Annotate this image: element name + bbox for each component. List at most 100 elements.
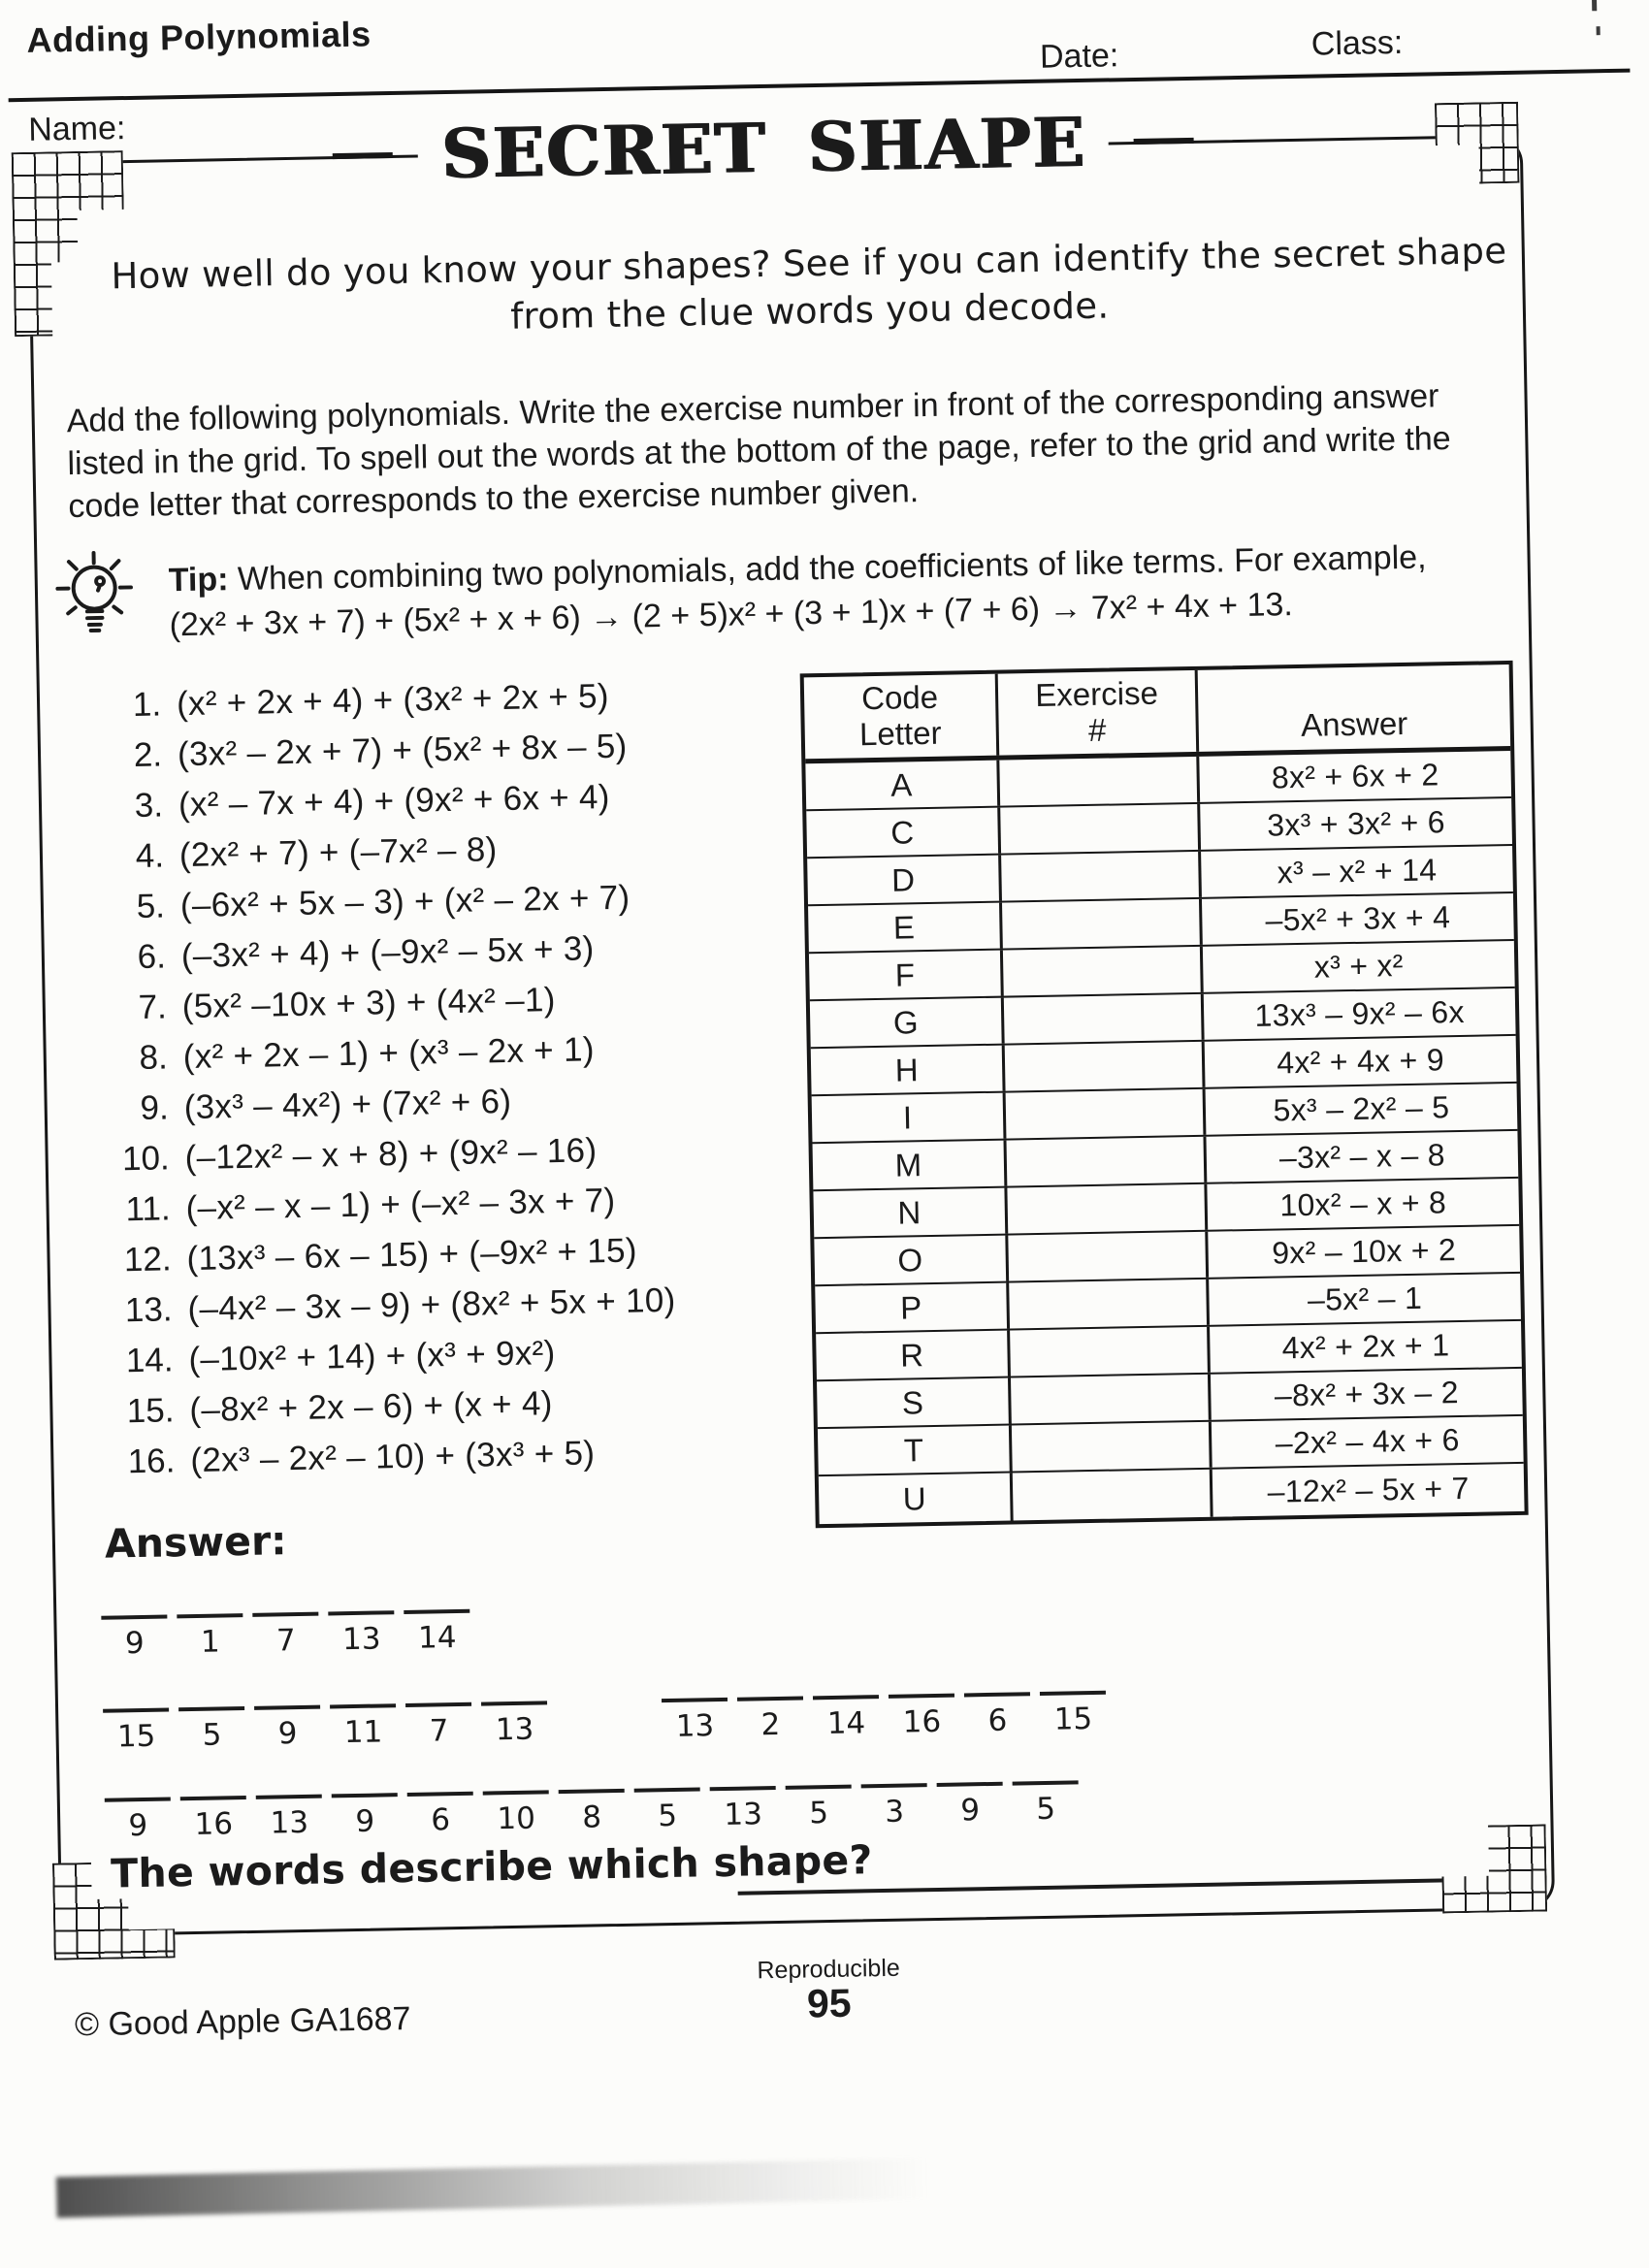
answer-cell: –5x² + 3x + 4 — [1265, 899, 1451, 938]
blank-line — [709, 1786, 776, 1791]
blank-line — [177, 1613, 243, 1618]
answer-blank: 6 — [406, 1791, 474, 1838]
blank-code-number: 5 — [657, 1798, 678, 1833]
blank-code-number: 16 — [902, 1703, 942, 1740]
blank-line — [405, 1701, 472, 1707]
lightbulb-icon — [42, 542, 150, 656]
exercise-expression: (x² – 7x + 4) + (9x² + 6x + 4) — [178, 778, 611, 825]
answer-blank: 14 — [812, 1695, 880, 1741]
blank-line — [963, 1692, 1030, 1697]
blank-code-number: 15 — [1053, 1701, 1093, 1737]
answer-blank: 10 — [482, 1790, 550, 1836]
answer-label: Answer: — [104, 1517, 288, 1568]
answer-cell: –12x² – 5x + 7 — [1267, 1470, 1470, 1509]
blank-line — [179, 1796, 246, 1800]
blank-code-number: 2 — [760, 1706, 781, 1742]
exercise-number-blank-cell — [1001, 851, 1202, 901]
answer-blank: 5 — [785, 1784, 853, 1831]
blank-code-number: 14 — [417, 1619, 457, 1656]
scan-smudge — [55, 2157, 930, 2219]
answer-blank: 5 — [178, 1706, 245, 1753]
blank-line — [178, 1706, 245, 1711]
code-letter-cell: G — [809, 997, 1005, 1048]
blank-code-number: 9 — [959, 1792, 981, 1829]
answer-blank: 6 — [963, 1692, 1031, 1738]
answer-blank-row: 9 1 7 13 14 — [101, 1608, 470, 1661]
answer-blank: 3 — [860, 1783, 928, 1830]
exercise-number: 2. — [133, 735, 163, 774]
exercise-number: 16. — [127, 1442, 176, 1481]
answer-blank: 8 — [558, 1788, 626, 1835]
answer-blank: 16 — [888, 1693, 955, 1740]
answer-blank: 9 — [331, 1793, 399, 1839]
blank-line — [328, 1610, 395, 1615]
exercise-expression: (3x² – 2x + 7) + (5x² + 8x – 5) — [177, 727, 628, 774]
blank-line — [101, 1614, 168, 1620]
exercise-number-blank-cell — [1010, 1326, 1211, 1377]
exercise-item: 16. (2x³ – 2x² – 10) + (3x³ + 5) — [95, 1427, 679, 1488]
exercise-number: 7. — [138, 988, 168, 1026]
blank-line — [254, 1704, 321, 1710]
page-title: SECRET SHAPE — [416, 101, 1110, 195]
answer-cell: 10x² – x + 8 — [1279, 1184, 1447, 1223]
blank-code-number: 13 — [724, 1796, 763, 1832]
exercise-number-header: Exercise # — [997, 669, 1200, 756]
code-grid: Code Letter Exercise # Answer A 8x² + 6x +… — [799, 660, 1529, 1529]
blank-code-number: 6 — [987, 1702, 1008, 1738]
answer-blank: 9 — [936, 1781, 1004, 1829]
blank-code-number: 15 — [116, 1718, 156, 1754]
exercise-expression: (–x² – x – 1) + (–x² – 3x + 7) — [185, 1181, 616, 1228]
answer-blank: 13 — [255, 1794, 323, 1841]
exercise-number: 14. — [125, 1341, 174, 1380]
code-letter-cell: T — [817, 1425, 1013, 1475]
blank-line — [330, 1703, 397, 1708]
exercise-number: 9. — [140, 1088, 170, 1127]
answer-blank: 2 — [736, 1696, 804, 1743]
blank-line — [936, 1781, 1003, 1787]
answer-cell: –2x² – 4x + 6 — [1275, 1422, 1460, 1461]
exercise-expression: (x² + 2x + 4) + (3x² + 2x + 5) — [176, 677, 610, 724]
blank-line — [404, 1608, 470, 1614]
code-letter-cell: S — [817, 1377, 1012, 1428]
answer-cell: 5x³ – 2x² – 5 — [1273, 1089, 1450, 1128]
blank-code-number: 9 — [124, 1625, 146, 1661]
blank-code-number: 9 — [277, 1715, 298, 1751]
exercise-number: 6. — [137, 937, 167, 976]
unit-title: Adding Polynomials — [26, 14, 372, 60]
answer-blank: 9 — [254, 1704, 321, 1752]
exercise-number-blank-cell — [1002, 946, 1204, 996]
exercise-expression: (–3x² + 4) + (–9x² – 5x + 3) — [180, 929, 595, 976]
blank-code-number: 5 — [1035, 1791, 1056, 1827]
blank-line — [558, 1788, 625, 1794]
instructions-paragraph: Add the following polynomials. Write the… — [66, 377, 1451, 526]
blank-line — [785, 1784, 852, 1790]
answer-blank: 5 — [1012, 1780, 1080, 1827]
exercise-number: 12. — [123, 1240, 172, 1280]
blank-code-number: 13 — [675, 1707, 715, 1744]
exercise-number: 15. — [126, 1391, 175, 1431]
blank-line — [104, 1797, 171, 1802]
code-letter-cell: H — [810, 1045, 1006, 1095]
blank-code-number: 5 — [808, 1795, 829, 1831]
answer-word-group: 9 1 7 13 14 — [101, 1608, 470, 1661]
exercise-expression: (–6x² + 5x – 3) + (x² – 2x + 7) — [179, 878, 630, 925]
blank-line — [482, 1790, 549, 1796]
code-letter-cell: A — [805, 760, 1001, 810]
code-letter-cell: O — [814, 1235, 1010, 1285]
exercise-expression: (x² + 2x – 1) + (x³ – 2x + 1) — [182, 1030, 596, 1077]
copyright-notice: © Good Apple GA1687 — [74, 1999, 411, 2044]
answer-blank: 11 — [330, 1703, 397, 1750]
blank-line — [331, 1793, 398, 1798]
answer-word-group: 13 2 14 16 6 15 — [661, 1690, 1107, 1744]
answer-cell: –5x² – 1 — [1307, 1280, 1423, 1317]
blank-code-number: 1 — [200, 1624, 221, 1660]
code-letter-cell: P — [815, 1282, 1011, 1333]
date-label: Date: — [1039, 37, 1119, 76]
code-letter-cell: M — [812, 1140, 1008, 1190]
exercise-number-blank-cell — [1012, 1469, 1213, 1521]
blank-line — [812, 1695, 880, 1700]
page-number: 95 — [806, 1980, 852, 2026]
code-letter-cell: N — [813, 1187, 1009, 1238]
code-letter-header: Code Letter — [803, 673, 1000, 760]
title-rule-right — [1133, 137, 1194, 145]
